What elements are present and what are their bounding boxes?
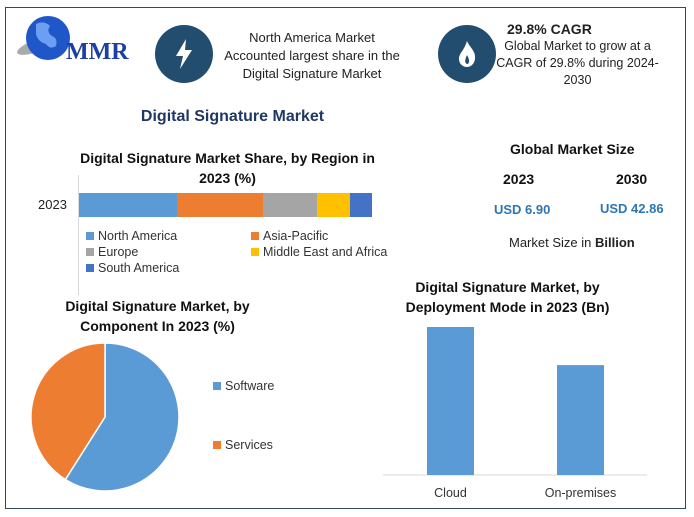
cagr-line2: CAGR of 29.8% during 2024- xyxy=(496,56,659,70)
region-chart-axis xyxy=(78,175,79,295)
market-size-note: Market Size in Billion xyxy=(509,235,635,250)
flame-icon xyxy=(438,25,496,83)
note-unit: Billion xyxy=(594,235,635,250)
cagr-line1: Global Market to grow at a xyxy=(504,39,651,53)
market-size-title: Global Market Size xyxy=(510,141,635,157)
region-chart-title: Digital Signature Market Share, by Regio… xyxy=(80,150,375,186)
legend-label: Europe xyxy=(98,245,139,259)
deployment-column-chart: Cloud On-premises xyxy=(383,327,647,500)
region-chart-y-label: 2023 xyxy=(38,197,67,212)
region-stacked-bar xyxy=(79,193,372,217)
pie-slice-software xyxy=(64,342,180,492)
bar-segment-middle-east-and-africa xyxy=(317,193,350,217)
legend-swatch xyxy=(213,441,221,449)
legend-label: Asia-Pacific xyxy=(263,229,329,243)
legend-item: Asia-Pacific xyxy=(251,229,416,243)
main-title: Digital Signature Market xyxy=(140,108,325,125)
bar-segment-europe xyxy=(262,193,318,217)
note-prefix: Market Size in xyxy=(509,235,595,250)
highlight1-line2: Accounted largest share in the xyxy=(224,48,400,63)
legend-services: Services xyxy=(213,438,273,452)
lightning-icon xyxy=(155,25,213,83)
deployment-chart-title: Digital Signature Market, by Deployment … xyxy=(405,279,610,315)
highlight1-line1: North America Market xyxy=(249,30,375,45)
svg-text:MMR: MMR xyxy=(66,39,129,65)
x-tick-label: Cloud xyxy=(434,486,467,500)
bar-segment-south-america xyxy=(350,193,372,217)
legend-label: South America xyxy=(98,261,180,275)
legend-item: Europe xyxy=(86,245,251,259)
legend-swatch xyxy=(251,232,259,240)
legend-software: Software xyxy=(213,379,274,393)
legend-label: North America xyxy=(98,229,178,243)
highlight-north-america: North America Market Accounted largest s… xyxy=(212,29,412,83)
cagr-line3: 2030 xyxy=(563,73,592,87)
component-pie-chart xyxy=(30,342,180,492)
frame-border xyxy=(5,7,686,509)
cagr-description: Global Market to grow at a CAGR of 29.8%… xyxy=(495,38,660,89)
legend-label: Services xyxy=(225,438,273,452)
legend-item: South America xyxy=(86,261,251,275)
bar-segment-asia-pacific xyxy=(177,193,263,217)
highlight1-line3: Digital Signature Market xyxy=(242,66,382,81)
market-size-year-2030: 2030 xyxy=(616,171,648,187)
column-cloud xyxy=(427,327,474,475)
market-size-year-2023: 2023 xyxy=(503,171,535,187)
mmr-logo: MMR xyxy=(14,12,144,72)
pie-slice-services xyxy=(30,342,106,481)
column-on-premises xyxy=(557,365,604,475)
legend-swatch xyxy=(251,248,259,256)
legend-swatch xyxy=(86,248,94,256)
legend-item: North America xyxy=(86,229,251,243)
market-size-value-2023: USD 6.90 xyxy=(494,202,551,217)
legend-label: Software xyxy=(225,379,275,393)
bar-segment-north-america xyxy=(79,193,178,217)
legend-item: Middle East and Africa xyxy=(251,245,416,259)
legend-label: Middle East and Africa xyxy=(263,245,388,259)
legend-swatch xyxy=(86,264,94,272)
cagr-title: 29.8% CAGR xyxy=(507,21,592,37)
x-tick-label: On-premises xyxy=(545,486,617,500)
legend-swatch xyxy=(213,382,221,390)
market-size-value-2030: USD 42.86 xyxy=(600,201,664,216)
legend-swatch xyxy=(86,232,94,240)
component-chart-title: Digital Signature Market, by Component I… xyxy=(65,298,250,334)
region-legend: North America Asia-Pacific Europe Middle Ea… xyxy=(86,229,406,275)
